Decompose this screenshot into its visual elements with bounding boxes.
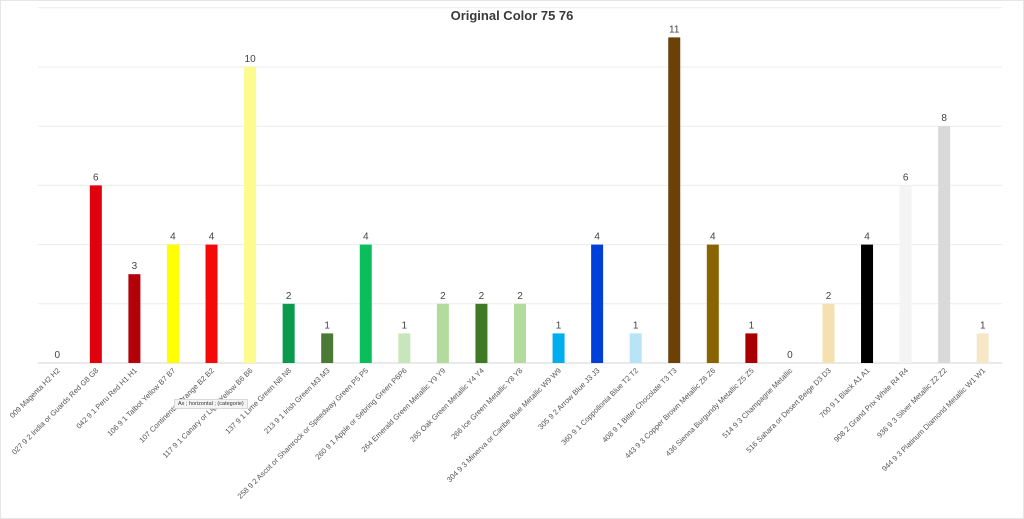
bar[interactable] (282, 303, 295, 363)
bar-value-label: 1 (556, 320, 562, 331)
bar[interactable] (745, 333, 758, 363)
bar-value-label: 1 (980, 320, 986, 331)
bar-value-label: 2 (517, 291, 523, 302)
bar[interactable] (976, 333, 989, 363)
bar-value-label: 1 (749, 320, 755, 331)
x-tick-label: 514 9 3 Champagne Metallic (720, 366, 794, 440)
bar[interactable] (398, 333, 411, 363)
bar-value-label: 4 (170, 232, 176, 243)
bar[interactable] (822, 303, 835, 363)
bar-value-label: 1 (324, 320, 330, 331)
bar[interactable] (552, 333, 565, 363)
bar[interactable] (629, 333, 642, 363)
bar[interactable] (706, 244, 719, 363)
bar[interactable] (861, 244, 874, 363)
x-tick-label: 266 Ice Green Metallic Y8 Y8 (449, 366, 524, 441)
bar-value-label: 6 (903, 172, 909, 183)
bar-value-label: 2 (826, 291, 832, 302)
x-tick-label: 213 9 1 Irish Green M3 M3 (262, 366, 331, 435)
bar[interactable] (166, 244, 179, 363)
bar[interactable] (475, 303, 488, 363)
bar[interactable] (938, 126, 951, 363)
bar-value-label: 4 (363, 232, 369, 243)
bar[interactable] (514, 303, 526, 363)
bar-value-label: 0 (787, 350, 793, 361)
axis-tooltip: Ax ; horizontal ; (categorie) (174, 399, 248, 409)
x-tick-label: 360 9 1 Coppollonia Blue T2 T2 (559, 366, 640, 447)
bar-value-label: 1 (402, 320, 408, 331)
x-tick-label: 908 2 Grand Prix White R4 R4 (832, 366, 910, 444)
x-tick-label: 264 Emerald Green Metallic Y9 Y9 (359, 366, 447, 454)
bar-value-label: 2 (440, 291, 446, 302)
chart-title: Original Color 75 76 (450, 8, 574, 23)
bar-value-label: 3 (132, 261, 138, 272)
bar-value-label: 1 (633, 320, 639, 331)
bar[interactable] (359, 244, 372, 363)
bar-value-label: 4 (864, 232, 870, 243)
bar-value-label: 0 (54, 350, 60, 361)
x-tick-label: 936 9 3 Silver Metallic Z2 Z2 (875, 366, 949, 440)
bar[interactable] (668, 37, 681, 364)
x-tick-label: 258 9 2 Ascot or Shamrock or Speedway Gr… (236, 366, 371, 501)
bar-series (89, 37, 989, 364)
x-tick-label: 106 9 1 Talbot Yellow B7 B7 (105, 366, 177, 438)
bar[interactable] (205, 244, 218, 363)
bar-value-label: 4 (209, 232, 215, 243)
bar-value-label: 4 (710, 232, 716, 243)
bar-value-label: 11 (669, 24, 680, 35)
bar-value-label: 2 (479, 291, 485, 302)
bar[interactable] (591, 244, 604, 363)
bar-value-label: 6 (93, 172, 99, 183)
bar[interactable] (244, 67, 257, 363)
bar[interactable] (436, 303, 449, 363)
bar-value-label: 10 (245, 54, 257, 65)
x-tick-label: 408 9 1 Bitter Chocolate T3 T3 (600, 366, 678, 444)
bar[interactable] (128, 274, 141, 363)
bar[interactable] (321, 333, 334, 363)
bar-value-label: 2 (286, 291, 292, 302)
bar[interactable] (89, 185, 102, 363)
x-tick-label: 265 Oak Green Metallic Y4 Y4 (408, 366, 486, 444)
bar-value-label: 8 (941, 113, 947, 124)
bar[interactable] (899, 185, 912, 363)
bar-value-label: 4 (594, 232, 600, 243)
